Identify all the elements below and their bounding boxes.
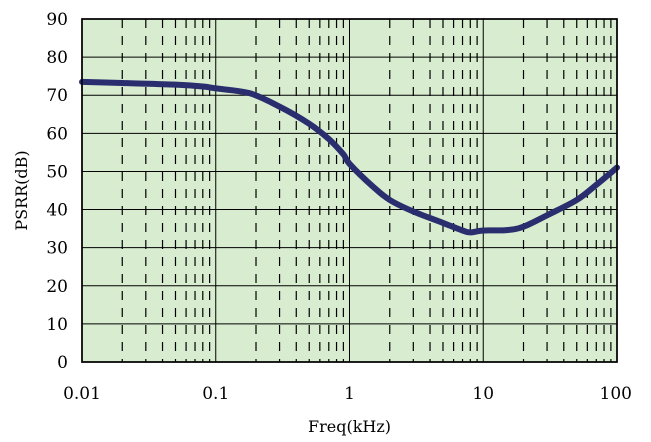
x-tick-label: 0.01 — [63, 384, 101, 404]
x-tick-label: 0.1 — [202, 384, 229, 404]
y-tick-label: 80 — [46, 48, 68, 68]
y-tick-label: 70 — [46, 86, 68, 106]
y-tick-label: 50 — [46, 162, 68, 182]
y-tick-label: 10 — [46, 315, 68, 335]
y-tick-label: 40 — [46, 201, 68, 221]
grid — [81, 18, 618, 363]
x-tick-label: 100 — [600, 384, 632, 404]
y-tick-label: 30 — [46, 239, 68, 259]
psrr-series-line — [79, 78, 620, 236]
x-axis-label: Freq(kHz) — [308, 417, 391, 436]
y-tick-label: 90 — [46, 10, 68, 30]
y-axis-label: PSRR(dB) — [12, 150, 31, 230]
y-tick-label: 60 — [46, 124, 68, 144]
series-layer — [79, 78, 620, 236]
x-tick-label: 1 — [344, 384, 355, 404]
plot-frame — [81, 18, 618, 363]
y-tick-labels: 0 10 20 30 40 50 60 70 80 90 — [46, 10, 68, 373]
y-tick-label: 20 — [46, 277, 68, 297]
x-tick-label: 10 — [472, 384, 494, 404]
y-tick-label: 0 — [57, 353, 68, 373]
x-tick-labels: 0.01 0.1 1 10 100 — [63, 384, 632, 404]
